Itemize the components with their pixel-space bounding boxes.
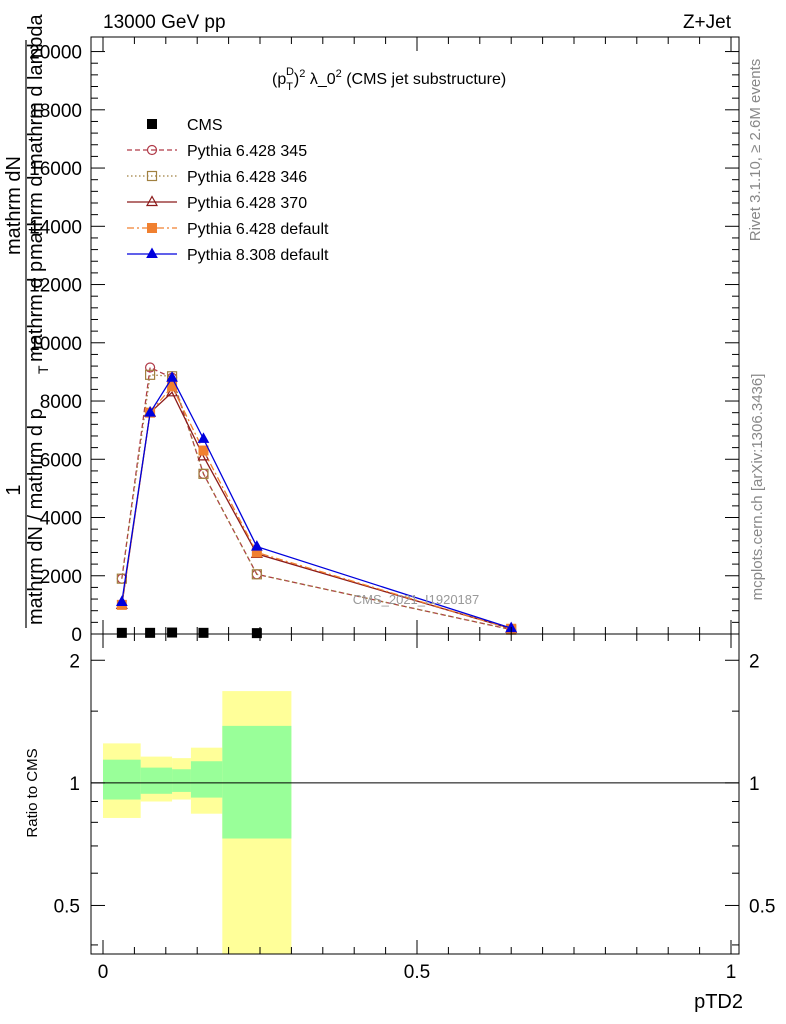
data-point xyxy=(198,627,209,638)
legend-label: Pythia 6.428 370 xyxy=(187,195,307,212)
legend-label: Pythia 8.308 default xyxy=(187,247,329,264)
data-point xyxy=(145,362,156,373)
y-tick-label: 10000 xyxy=(29,334,82,355)
main-plot-panel: 0 2000 4000 6000 8000 10000 12000 14000 16000 180… xyxy=(3,13,740,646)
data-point xyxy=(116,627,127,638)
y-label-line3: mathrm dN xyxy=(3,156,25,255)
data-point xyxy=(197,432,210,443)
legend: CMS Pythia 6.428 345 Pythia 6.428 346 Pythi… xyxy=(127,117,329,264)
green-band xyxy=(190,761,223,798)
series-line xyxy=(121,366,512,631)
ratio-plot-frame xyxy=(90,633,740,955)
y-tick-label: 2000 xyxy=(40,567,82,588)
legend-marker xyxy=(146,247,158,258)
header-right: Z+Jet xyxy=(683,12,732,33)
data-point xyxy=(198,468,209,479)
green-band xyxy=(103,759,141,800)
data-point xyxy=(144,406,156,417)
green-band xyxy=(222,725,292,839)
series-0 xyxy=(116,627,262,639)
data-point xyxy=(115,595,128,606)
legend-label: CMS xyxy=(187,117,223,134)
y-axis-label: mathrm dN / mathrm d p T mathrm d p math… xyxy=(3,13,51,628)
ratio-bands xyxy=(103,691,292,954)
y-label-line1-sub: T xyxy=(35,365,51,374)
y-tick-label: 6000 xyxy=(40,450,82,471)
series-5 xyxy=(115,371,518,633)
x-tick-label: 0.5 xyxy=(404,962,430,983)
data-point xyxy=(251,628,262,639)
y-label-one: 1 xyxy=(3,484,25,495)
y-tick-label: 12000 xyxy=(29,276,82,297)
ratio-y-tick-label: 2 xyxy=(69,651,80,672)
x-tick-label: 0 xyxy=(98,962,109,983)
ratio-y-tick-label-right: 0.5 xyxy=(749,896,775,917)
y-tick-label: 8000 xyxy=(40,392,82,413)
plot-title: (pTD)2 λ_02 (CMS jet substructure) xyxy=(272,66,506,93)
y-label-line2: mathrm d p xyxy=(25,261,47,362)
y-tick-label: 0 xyxy=(71,625,82,646)
data-series xyxy=(115,362,518,639)
series-line xyxy=(121,376,512,629)
green-band xyxy=(172,769,191,792)
y-tick-label: 16000 xyxy=(29,159,82,180)
mcplots-label: mcplots.cern.ch [arXiv:1306.3436] xyxy=(749,374,766,601)
y-label-line1: mathrm dN / mathrm d p xyxy=(25,408,47,625)
y-tick-label: 18000 xyxy=(29,101,82,122)
y-tick-label: 4000 xyxy=(40,509,82,530)
ratio-y-tick-label-right: 2 xyxy=(749,651,760,672)
legend-label: Pythia 6.428 345 xyxy=(187,143,307,160)
legend-entry: Pythia 6.428 346 xyxy=(127,169,307,186)
legend-label: Pythia 6.428 346 xyxy=(187,169,307,186)
legend-entry: CMS xyxy=(147,117,223,134)
header-left: 13000 GeV pp xyxy=(103,12,226,33)
data-point xyxy=(166,371,178,382)
legend-label: Pythia 6.428 default xyxy=(187,221,329,238)
data-point xyxy=(198,445,209,456)
x-axis-label: pTD2 xyxy=(694,991,743,1013)
legend-marker xyxy=(147,223,157,233)
data-point xyxy=(251,540,263,551)
legend-marker xyxy=(146,144,158,156)
data-point xyxy=(145,369,156,380)
data-point xyxy=(167,627,178,638)
plot-watermark: CMS_2021_I1920187 xyxy=(353,592,480,607)
ratio-axis-ticks: 0.5 0.5 1 1 2 2 0 0.5 1 xyxy=(54,634,775,983)
legend-marker xyxy=(145,195,159,207)
legend-entry: Pythia 6.428 370 xyxy=(127,195,307,212)
y-tick-label: 20000 xyxy=(29,43,82,64)
legend-marker xyxy=(147,119,157,129)
x-tick-label: 1 xyxy=(726,962,737,983)
legend-entry: Pythia 8.308 default xyxy=(127,247,329,264)
data-point xyxy=(145,627,156,638)
legend-entry: Pythia 6.428 default xyxy=(127,221,329,238)
ratio-y-tick-label-right: 1 xyxy=(749,774,760,795)
ratio-plot-panel: 0.5 0.5 1 1 2 2 0 0.5 1 Ratio to CMS pTD2 xyxy=(24,633,775,1013)
legend-entry: Pythia 6.428 345 xyxy=(127,143,307,160)
y-label-line3-overlap: mathrm d mathrm d lambda xyxy=(25,13,47,260)
data-point xyxy=(251,569,262,580)
rivet-label: Rivet 3.1.10, ≥ 2.6M events xyxy=(747,59,764,242)
y-tick-label: 14000 xyxy=(29,217,82,238)
ratio-y-label: Ratio to CMS xyxy=(24,748,41,837)
green-band xyxy=(140,767,173,794)
ratio-y-tick-label: 0.5 xyxy=(54,896,80,917)
legend-marker xyxy=(146,170,158,182)
ratio-y-tick-label: 1 xyxy=(69,774,80,795)
top-axis-ticks: 0 2000 4000 6000 8000 10000 12000 14000 16000 180… xyxy=(29,37,739,646)
